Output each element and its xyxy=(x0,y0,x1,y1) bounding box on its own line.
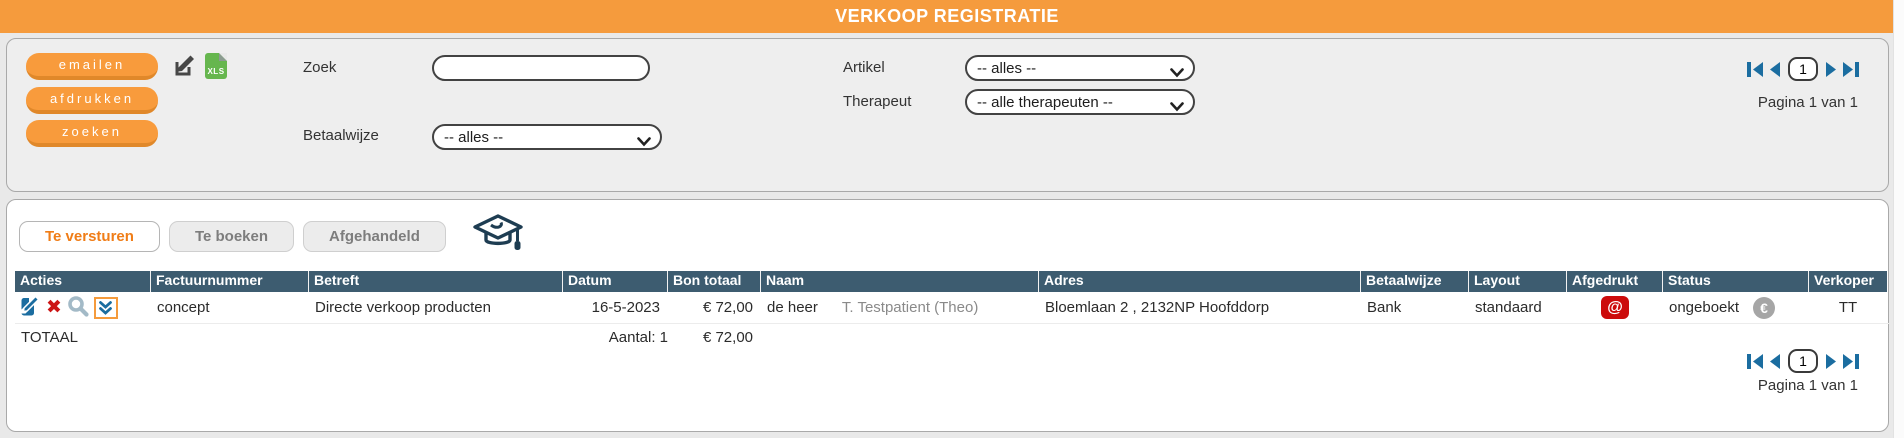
artikel-select[interactable]: -- alles -- xyxy=(965,55,1195,81)
delete-row-icon[interactable]: ✖ xyxy=(46,297,62,318)
afdrukken-button[interactable]: afdrukken xyxy=(26,87,158,114)
column-header-naam[interactable]: Naam xyxy=(761,271,1039,292)
column-header-afgedrukt[interactable]: Afgedrukt xyxy=(1567,271,1663,292)
therapeut-filter-label: Therapeut xyxy=(843,93,912,110)
filter-panel: emailen afdrukken zoeken XLS Zoek Betaal… xyxy=(6,38,1889,192)
cell-bon-totaal: € 72,00 xyxy=(702,299,753,316)
total-row: TOTAAL Aantal: 1 € 72,00 xyxy=(15,325,761,349)
column-header-acties[interactable]: Acties xyxy=(15,271,151,292)
zoek-label: Zoek xyxy=(303,59,337,76)
chevron-down-icon xyxy=(1170,99,1184,116)
page-number-input[interactable] xyxy=(1788,349,1818,373)
betaalwijze-select[interactable]: -- alles -- xyxy=(432,124,662,150)
tab-afgehandeld[interactable]: Afgehandeld xyxy=(303,221,446,252)
column-header-bon-totaal[interactable]: Bon totaal xyxy=(668,271,761,292)
betaalwijze-filter-label: Betaalwijze xyxy=(303,127,379,144)
total-bedrag: € 72,00 xyxy=(702,328,753,346)
zoek-input[interactable] xyxy=(432,55,650,81)
therapeut-select-value: -- alle therapeuten -- xyxy=(977,93,1113,111)
row-actions: ✖ xyxy=(15,294,151,321)
column-header-layout[interactable]: Layout xyxy=(1469,271,1567,292)
next-page-icon[interactable] xyxy=(1825,353,1838,370)
chevron-down-icon xyxy=(1170,65,1184,82)
expand-row-button[interactable] xyxy=(93,296,118,319)
cell-betaalwijze: Bank xyxy=(1367,299,1402,316)
column-header-betaalwijze[interactable]: Betaalwijze xyxy=(1361,271,1469,292)
page-number-input[interactable] xyxy=(1788,57,1818,81)
pagination-info: Pagina 1 van 1 xyxy=(1757,377,1858,394)
edit-row-icon[interactable] xyxy=(18,294,41,321)
cell-datum: 16-5-2023 xyxy=(591,299,660,316)
xls-icon-label: XLS xyxy=(207,67,225,76)
cell-afgedrukt: @ xyxy=(1567,296,1663,319)
pagination-bottom xyxy=(1746,349,1860,373)
results-panel: Te versturen Te boeken Afgehandeld Actie… xyxy=(6,199,1889,432)
column-header-betreft[interactable]: Betreft xyxy=(309,271,563,292)
cell-status: ongeboekt € xyxy=(1663,296,1809,319)
cell-factuurnummer: concept xyxy=(157,299,210,316)
cell-layout: standaard xyxy=(1475,299,1542,316)
cell-betreft: Directe verkoop producten xyxy=(315,299,491,316)
first-page-icon[interactable] xyxy=(1746,61,1764,78)
graduation-cap-icon[interactable] xyxy=(472,213,524,263)
table-header-row: Acties Factuurnummer Betreft Datum Bon t… xyxy=(15,271,1887,292)
total-label: TOTAAL xyxy=(21,328,78,346)
first-page-icon[interactable] xyxy=(1746,353,1764,370)
last-page-icon[interactable] xyxy=(1842,61,1860,78)
tab-bar: Te versturen Te boeken Afgehandeld xyxy=(19,221,446,252)
xls-export-icon[interactable]: XLS xyxy=(205,53,227,79)
cell-verkoper: TT xyxy=(1838,299,1858,316)
previous-page-icon[interactable] xyxy=(1768,353,1781,370)
tab-te-versturen[interactable]: Te versturen xyxy=(19,221,160,252)
chevron-down-icon xyxy=(637,134,651,151)
artikel-filter-label: Artikel xyxy=(843,59,885,76)
status-text: ongeboekt xyxy=(1669,299,1740,316)
naam-patient: T. Testpatient (Theo) xyxy=(841,299,979,316)
column-header-verkoper[interactable]: Verkoper xyxy=(1814,272,1874,288)
emailen-button[interactable]: emailen xyxy=(26,53,158,80)
therapeut-select[interactable]: -- alle therapeuten -- xyxy=(965,89,1195,115)
artikel-select-value: -- alles -- xyxy=(977,59,1037,77)
email-at-icon[interactable]: @ xyxy=(1601,296,1629,319)
column-header-factuurnummer[interactable]: Factuurnummer xyxy=(151,271,309,292)
column-header-datum[interactable]: Datum xyxy=(563,271,668,292)
betaalwijze-select-value: -- alles -- xyxy=(444,128,504,146)
total-aantal: Aantal: 1 xyxy=(608,328,668,346)
cell-adres: Bloemlaan 2 , 2132NP Hoofddorp xyxy=(1045,299,1270,316)
pagination-info: Pagina 1 van 1 xyxy=(1757,94,1858,111)
previous-page-icon[interactable] xyxy=(1768,61,1781,78)
naam-aanhef: de heer xyxy=(767,299,818,316)
column-header-adres[interactable]: Adres xyxy=(1039,271,1361,292)
pagination-top xyxy=(1746,57,1860,81)
next-page-icon[interactable] xyxy=(1825,61,1838,78)
cell-naam: de heer T. Testpatient (Theo) xyxy=(761,299,1039,316)
edit-icon[interactable] xyxy=(173,55,196,83)
magnifier-icon[interactable] xyxy=(67,295,89,321)
last-page-icon[interactable] xyxy=(1842,353,1860,370)
column-header-status[interactable]: Status xyxy=(1663,271,1809,292)
page-title: VERKOOP REGISTRATIE xyxy=(835,6,1059,26)
table-row: ✖ concept Directe verkoop producten 16-5… xyxy=(15,292,1889,324)
scrollbar-track[interactable] xyxy=(1893,0,1904,438)
euro-status-icon[interactable]: € xyxy=(1753,296,1776,319)
zoeken-button[interactable]: zoeken xyxy=(26,120,158,147)
page-title-bar: VERKOOP REGISTRATIE xyxy=(0,0,1894,33)
tab-te-boeken[interactable]: Te boeken xyxy=(168,221,295,252)
